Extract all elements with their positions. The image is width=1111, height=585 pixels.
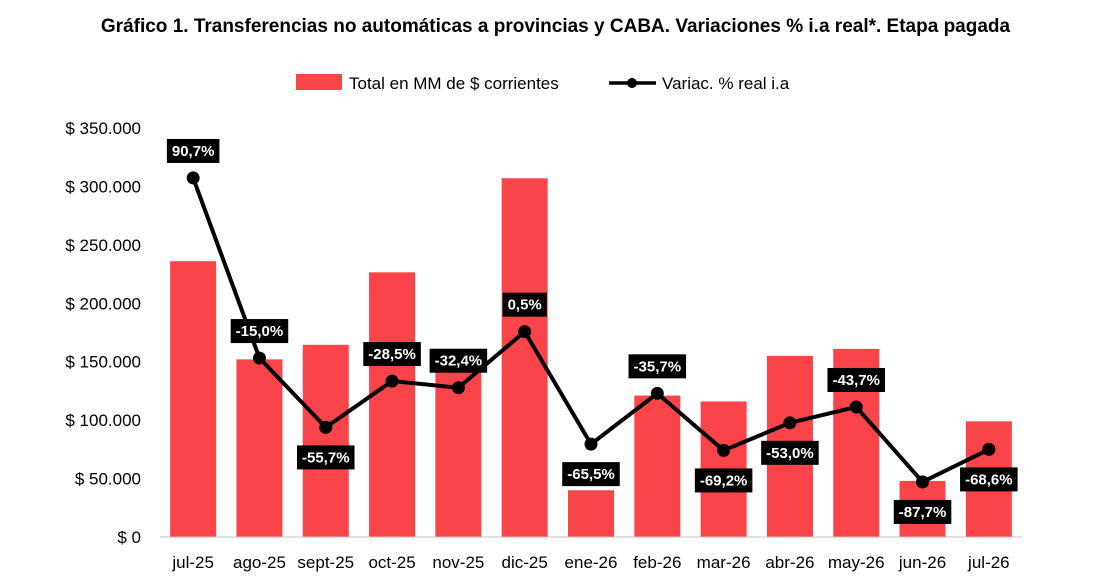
data-label-text: -32,4% (435, 353, 483, 370)
legend-label-bar: Total en MM de $ corrientes (349, 74, 559, 93)
bar (236, 359, 283, 537)
line-point (319, 420, 333, 434)
line-point (982, 442, 996, 456)
data-label: 0,5% (502, 292, 547, 317)
line-point (783, 416, 797, 430)
x-tick-label: dic-25 (502, 553, 548, 572)
line-point (584, 437, 598, 451)
y-tick-label: $ 50.000 (75, 470, 141, 489)
x-tick-label: mar-26 (697, 553, 751, 572)
data-label-text: -55,7% (302, 449, 350, 466)
bar (302, 344, 349, 537)
y-tick-label: $ 250.000 (65, 236, 141, 255)
data-label-text: -35,7% (634, 358, 682, 375)
data-label-text: -43,7% (832, 372, 880, 389)
data-label-text: -65,5% (567, 466, 615, 483)
x-tick-label: nov-25 (432, 553, 484, 572)
data-label: -55,7% (297, 445, 355, 470)
x-tick-label: feb-26 (633, 553, 681, 572)
y-tick-label: $ 200.000 (65, 294, 141, 313)
y-tick-label: $ 300.000 (65, 177, 141, 196)
data-label-box (230, 319, 289, 344)
data-label-box (297, 445, 355, 470)
data-label-box (562, 462, 620, 487)
data-label-text: -53,0% (766, 445, 814, 462)
bar-series (170, 178, 1012, 537)
line-point (252, 351, 266, 365)
data-label-box (166, 138, 220, 163)
bar (568, 490, 614, 537)
data-label: -53,0% (761, 440, 819, 465)
y-tick-label: $ 100.000 (65, 411, 141, 430)
x-tick-label: jun-26 (898, 553, 946, 572)
data-label: -28,5% (363, 342, 421, 367)
data-label-box (628, 354, 687, 379)
x-tick-label: ene-26 (565, 553, 618, 572)
bar (170, 261, 217, 537)
data-label-box (960, 467, 1018, 492)
legend-swatch-bar (296, 74, 342, 90)
x-tick-label: abr-26 (765, 553, 814, 572)
data-label: -35,7% (628, 354, 687, 379)
x-tick-label: may-26 (828, 553, 885, 572)
y-axis-left: $ 0 $ 50.000 $ 100.000 $ 150.000 $ 200.000 $ … (65, 119, 141, 547)
data-label: -32,4% (429, 348, 488, 373)
bar (369, 272, 416, 537)
x-tick-label: oct-25 (368, 553, 415, 572)
data-label-text: 0,5% (508, 297, 542, 314)
data-label-text: -69,2% (700, 472, 748, 489)
data-label-text: -87,7% (899, 504, 947, 521)
x-axis: jul-25 ago-25 sept-25 oct-25 nov-25 dic-25 ene… (171, 553, 1009, 572)
legend-swatch-marker (627, 78, 637, 88)
line-point (385, 374, 399, 388)
data-label: -65,5% (562, 462, 620, 487)
line-point (451, 381, 465, 395)
legend: Total en MM de $ corrientes Variac. % re… (296, 74, 790, 93)
legend-label-line: Variac. % real i.a (662, 74, 790, 93)
line-series (186, 171, 996, 489)
x-tick-label: sept-25 (297, 553, 354, 572)
line-point (186, 171, 200, 185)
chart-title: Gráfico 1. Transferencias no automáticas… (100, 16, 1011, 37)
x-tick-label: jul-26 (967, 553, 1010, 572)
x-tick-label: ago-25 (233, 553, 286, 572)
y-tick-label: $ 350.000 (65, 119, 141, 138)
bar (634, 395, 681, 537)
line-point (849, 400, 863, 414)
data-labels: 90,7% -15,0% -55,7% -28,5% -32,4% 0,5% -65,5% -… (166, 138, 1018, 524)
data-label-box (502, 292, 547, 317)
data-label-box (429, 348, 488, 373)
x-tick-label: jul-25 (171, 553, 214, 572)
data-label: -43,7% (827, 367, 885, 392)
line-point (650, 386, 664, 400)
data-label: -68,6% (960, 467, 1018, 492)
data-label-box (893, 499, 952, 524)
data-label-box (761, 440, 819, 465)
data-label: 90,7% (166, 138, 220, 163)
data-label-text: -15,0% (236, 323, 284, 340)
data-label-box (363, 342, 421, 367)
data-label: -15,0% (230, 319, 289, 344)
line-point (916, 475, 930, 489)
data-label-text: 90,7% (172, 143, 215, 160)
data-label-text: -28,5% (368, 346, 416, 363)
data-label-box (694, 468, 753, 493)
y-tick-label: $ 150.000 (65, 353, 141, 372)
y-tick-label: $ 0 (117, 528, 141, 547)
data-label: -69,2% (694, 468, 753, 493)
data-label: -87,7% (893, 499, 952, 524)
data-label-text: -68,6% (965, 471, 1013, 488)
line-point (518, 325, 532, 339)
data-label-box (827, 367, 885, 392)
line-point (717, 443, 731, 457)
